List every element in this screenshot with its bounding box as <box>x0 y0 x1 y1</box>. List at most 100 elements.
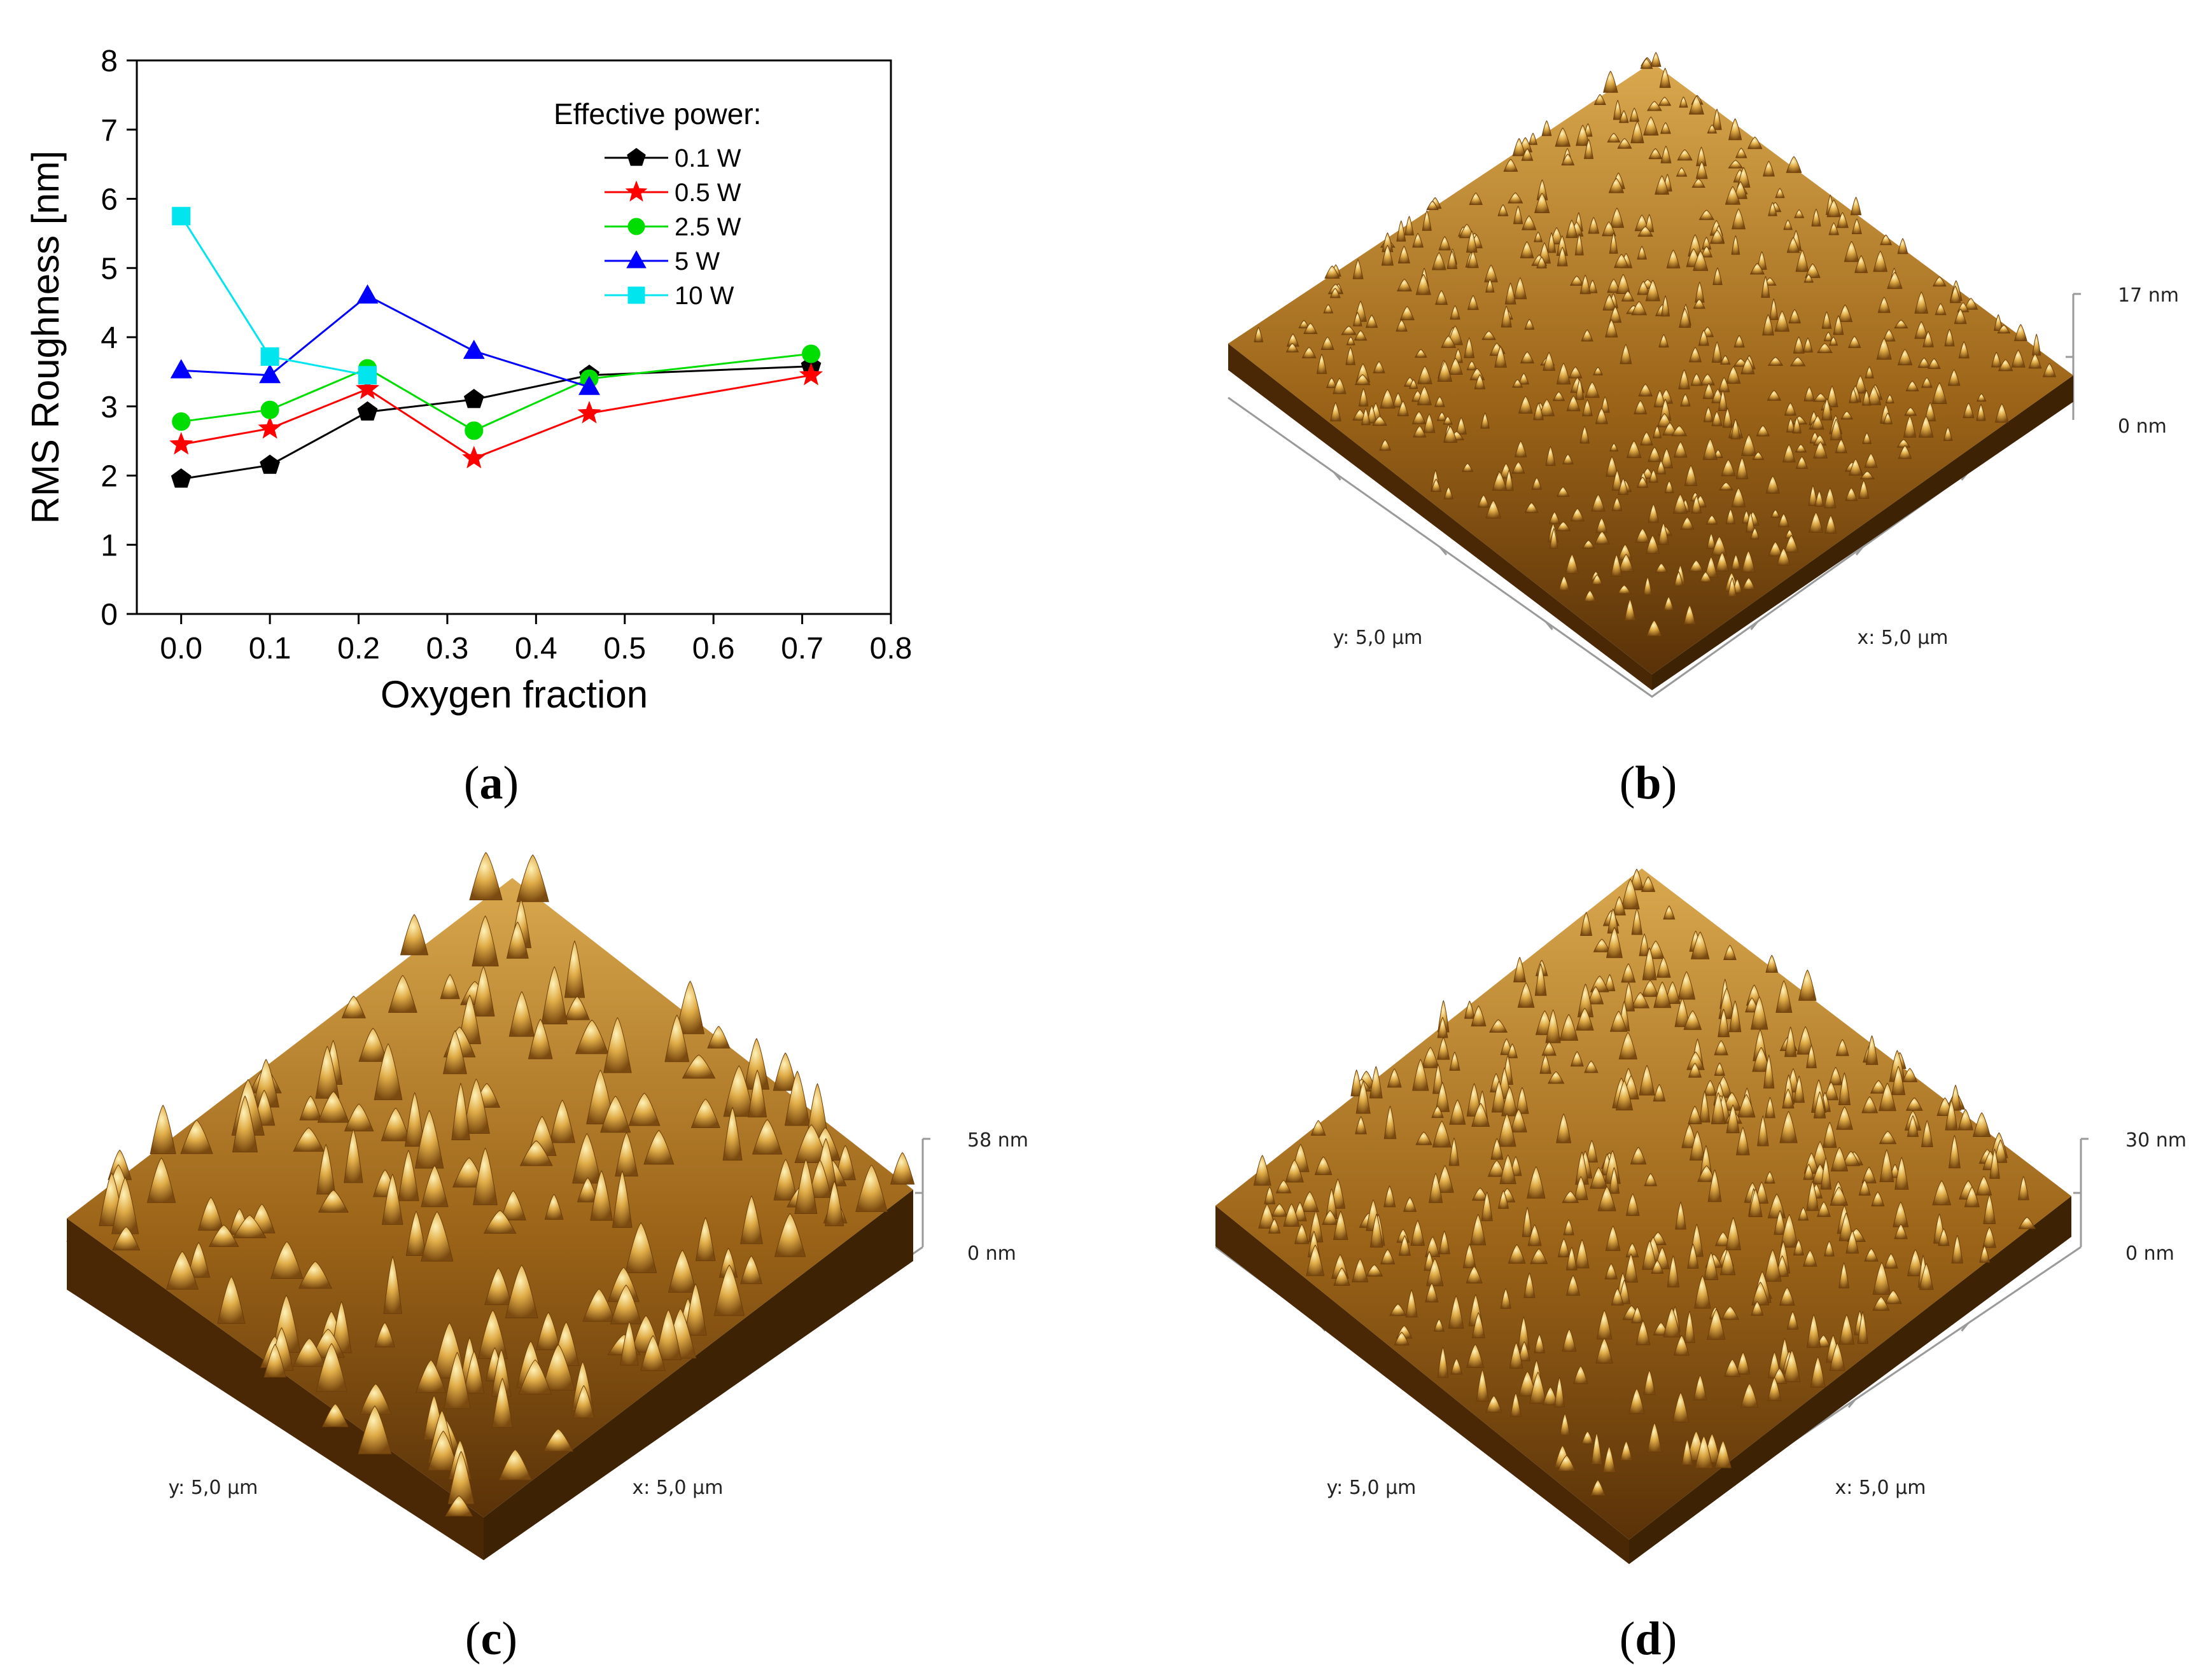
afm-peak <box>1837 304 1853 323</box>
afm-peak <box>1471 1312 1485 1339</box>
afm-base-tick <box>1545 621 1553 630</box>
afm-peak <box>1660 145 1672 164</box>
afm-peak <box>1688 1062 1702 1078</box>
afm-peak <box>1501 1086 1518 1117</box>
afm-peak <box>1303 323 1318 334</box>
afm-peak <box>1562 1328 1577 1352</box>
afm-peak <box>1943 426 1953 441</box>
afm-peak <box>1977 393 1987 402</box>
afm-peak <box>1607 908 1619 934</box>
afm-peak <box>643 1130 675 1165</box>
afm-peak <box>1851 218 1862 234</box>
afm-x-label: x: 5,0 µm <box>1835 1477 1926 1499</box>
afm-peak <box>1625 1243 1639 1258</box>
afm-peak <box>1577 983 1594 1017</box>
y-tick-label: 7 <box>101 114 118 148</box>
afm-peak <box>1558 575 1570 591</box>
afm-peak <box>405 1092 425 1147</box>
afm-peak <box>1688 95 1704 115</box>
afm-peak <box>1770 509 1781 518</box>
afm-peak <box>1435 289 1448 305</box>
afm-peak <box>445 1495 473 1517</box>
afm-peak <box>1718 482 1733 491</box>
data-point <box>799 363 823 386</box>
afm-peak <box>1648 503 1660 523</box>
afm-peak <box>1897 349 1913 366</box>
afm-peak <box>1635 528 1650 543</box>
data-point <box>356 284 379 304</box>
afm-peak <box>2011 349 2026 368</box>
afm-peak <box>1568 366 1583 379</box>
caption-c: (c) <box>465 1613 517 1665</box>
afm-peak <box>773 1159 798 1201</box>
afm-peak <box>217 1276 246 1324</box>
afm-peak <box>1275 1180 1292 1194</box>
afm-peak <box>1904 407 1917 416</box>
afm-peak <box>1945 1099 1958 1131</box>
afm-peak <box>1872 1296 1890 1311</box>
afm-peak <box>1609 443 1619 452</box>
afm-peak <box>1879 1131 1897 1145</box>
afm-peak <box>1606 926 1623 958</box>
afm-peak <box>383 1255 403 1314</box>
afm-peak <box>1661 295 1670 317</box>
afm-zero-label: 0 nm <box>2118 415 2167 438</box>
afm-peak <box>1636 477 1649 488</box>
afm-peak <box>1861 1166 1877 1183</box>
afm-peak <box>1680 393 1691 407</box>
data-point <box>258 415 282 439</box>
afm-peak <box>1435 1082 1450 1112</box>
afm-peak <box>1735 457 1749 480</box>
afm-peak <box>1555 127 1571 147</box>
afm-peak <box>1914 321 1929 339</box>
x-tick-label: 0.5 <box>603 632 646 665</box>
afm-peak <box>293 1338 326 1367</box>
afm-peak <box>1748 1188 1763 1217</box>
afm-peak <box>1607 132 1621 143</box>
afm-peak <box>713 1264 745 1316</box>
afm-peak <box>825 1180 844 1227</box>
afm-peak <box>2017 1176 2029 1201</box>
afm-peak <box>1761 275 1770 298</box>
afm-peak <box>1674 1335 1690 1356</box>
afm-peak <box>1684 1310 1695 1343</box>
afm-peak <box>1658 97 1672 106</box>
afm-peak <box>463 1350 485 1394</box>
afm-y-label: y: 5,0 µm <box>1333 627 1423 649</box>
afm-peak <box>1994 314 2003 331</box>
afm-peak <box>1865 366 1874 379</box>
afm-peak <box>1894 1157 1909 1190</box>
afm-peak <box>1443 486 1453 499</box>
afm-peak <box>1399 305 1415 321</box>
afm-peak <box>1354 330 1368 341</box>
afm-peak <box>1731 487 1746 508</box>
afm-peak <box>1679 308 1691 328</box>
series-layer <box>169 207 823 488</box>
afm-peak <box>208 1224 239 1247</box>
afm-peak <box>1644 214 1655 232</box>
afm-peak <box>684 1283 707 1336</box>
afm-peak <box>573 1385 595 1419</box>
afm-peak <box>1924 401 1936 422</box>
afm-peak <box>1481 1191 1493 1222</box>
afm-peak <box>1616 274 1631 294</box>
data-point <box>355 376 380 400</box>
afm-peak <box>1536 256 1548 268</box>
afm-peak <box>1642 947 1657 980</box>
afm-peak <box>668 1250 697 1293</box>
afm-peak <box>1329 288 1341 298</box>
afm-peak <box>1746 512 1756 533</box>
afm-peak <box>1684 464 1698 486</box>
afm-peak <box>1850 197 1862 216</box>
afm-peak <box>1693 1374 1707 1400</box>
afm-peak <box>1510 1108 1527 1132</box>
afm-peak <box>1381 244 1394 266</box>
afm-peak <box>1584 139 1594 159</box>
afm-peak <box>1593 366 1603 375</box>
afm-peak <box>388 975 417 1013</box>
afm-peak <box>146 1157 176 1203</box>
afm-peak <box>1833 315 1844 335</box>
afm-peak <box>1849 458 1863 476</box>
afm-peak <box>1503 158 1518 172</box>
